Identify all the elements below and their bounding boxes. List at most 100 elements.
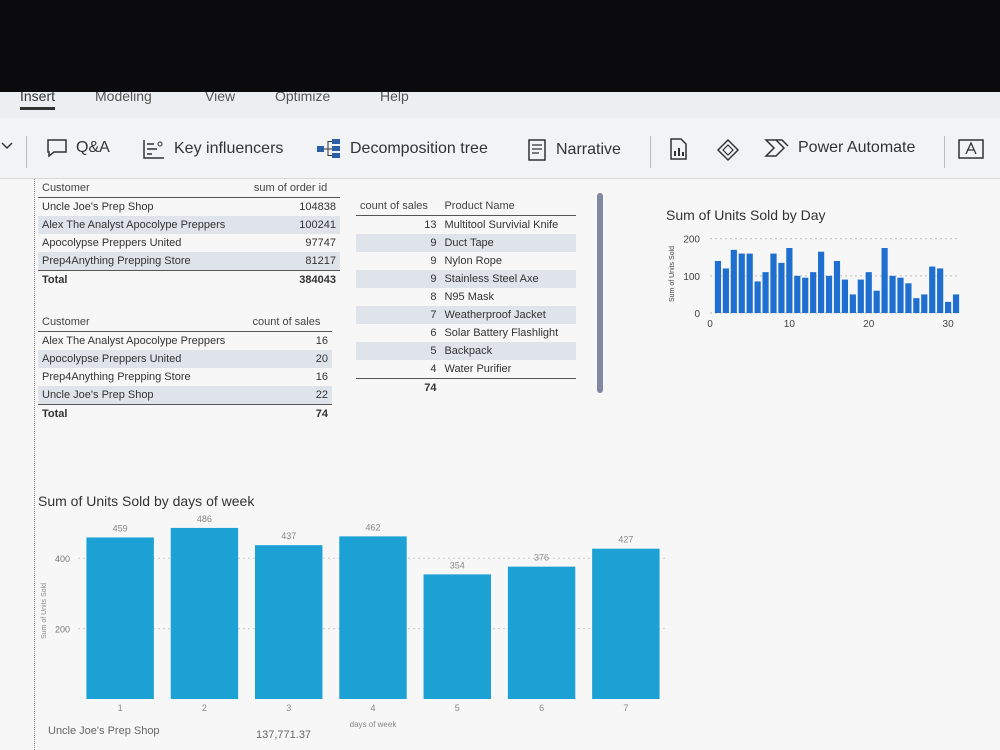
chevron-down-button[interactable] (0, 138, 14, 152)
bar (865, 272, 872, 313)
paginated-report-icon (670, 138, 687, 160)
bar (722, 268, 729, 313)
table-cell: 100241 (249, 216, 340, 234)
y-tick-label: 200 (683, 235, 700, 246)
bar (921, 294, 928, 313)
bar (592, 548, 660, 699)
power-automate-button[interactable]: Power Automate (764, 138, 915, 158)
ribbon-separator (26, 136, 27, 168)
paginated-report-button[interactable] (668, 138, 688, 160)
table-scrollbar[interactable] (597, 193, 603, 393)
narrative-button[interactable]: Narrative (526, 138, 621, 162)
ribbon-separator (944, 136, 945, 168)
bar (762, 272, 769, 313)
y-tick-label: 200 (55, 625, 70, 635)
table-cell: Multitool Survivial Knife (444, 219, 559, 231)
table-cell: 7 (356, 306, 441, 324)
table-cell: 9 (430, 255, 437, 267)
x-tick-label: 6 (539, 703, 544, 713)
table-total-label: Total (38, 270, 250, 289)
bar (897, 277, 904, 313)
tab-optimize[interactable]: Optimize (275, 92, 331, 104)
tab-view[interactable]: View (205, 92, 236, 104)
x-tick-label: 5 (455, 703, 460, 713)
decomposition-tree-button[interactable]: Decomposition tree (316, 138, 488, 160)
table-total-value: 74 (248, 404, 332, 423)
table-cell: 6 (430, 327, 437, 339)
column-header[interactable]: count of sales (248, 313, 332, 332)
x-tick-label: 30 (943, 319, 955, 330)
power-apps-button[interactable] (716, 138, 740, 162)
bar (952, 294, 960, 313)
bar (881, 248, 888, 313)
bar (423, 574, 491, 699)
bar (730, 249, 737, 313)
column-header[interactable]: Customer (38, 179, 250, 198)
bar (738, 253, 745, 313)
bar (339, 536, 407, 699)
table-total-value: 74 (356, 378, 441, 397)
tab-modeling[interactable]: Modeling (95, 92, 152, 104)
table-total-label: Total (38, 404, 249, 423)
table-cell: Backpack (440, 342, 576, 360)
table-cell: Water Purifier (444, 363, 512, 375)
table-cell: 104838 (299, 201, 336, 213)
bar (255, 545, 323, 699)
table-cell: Prep4Anything Prepping Store (38, 252, 250, 271)
table-cell: Apocolypse Preppers United (38, 350, 249, 368)
column-header[interactable]: count of sales (356, 197, 441, 216)
data-label: 459 (113, 523, 128, 533)
footer-value: 137,771.37 (256, 729, 312, 741)
bar (841, 279, 849, 313)
tab-insert[interactable]: Insert (20, 92, 56, 110)
table-cell: Apocolypse Preppers United (42, 237, 182, 249)
customer-sales-count-table: Customer count of sales Alex The Analyst… (38, 313, 332, 423)
decomposition-tree-icon (317, 139, 340, 158)
table-cell: 16 (315, 335, 328, 347)
bar (857, 279, 864, 313)
units-by-day-chart: 0 100 200 0 10 20 30 Sum of Units Sold (669, 235, 960, 330)
text-box-icon (958, 139, 984, 159)
bar (786, 248, 793, 313)
ribbon-tabs: Insert Modeling View Optimize Help (0, 92, 1000, 118)
bar (754, 281, 761, 313)
table-cell: 22 (248, 386, 332, 405)
table-cell: 9 (356, 234, 441, 252)
bar (746, 253, 753, 313)
text-box-button[interactable] (958, 138, 984, 160)
customer-order-table: Customer sum of order id Uncle Joe's Pre… (38, 179, 340, 289)
column-header[interactable]: Product Name (440, 197, 576, 216)
bar (770, 253, 777, 313)
x-tick-label: 2 (202, 703, 207, 713)
x-tick-label: 1 (118, 703, 123, 713)
x-tick-label: 20 (863, 319, 875, 330)
qna-button[interactable]: Q&A (46, 138, 110, 158)
bar (945, 301, 952, 313)
column-header[interactable]: sum of order id (249, 179, 340, 198)
bar (833, 261, 841, 313)
key-influencers-button[interactable]: Key influencers (142, 138, 283, 160)
table-cell: Prep4Anything Prepping Store (42, 371, 191, 383)
bar (86, 537, 154, 699)
x-axis-label: days of week (350, 720, 398, 729)
power-automate-icon (764, 139, 789, 157)
table-cell: Uncle Joe's Prep Shop (42, 201, 154, 213)
tab-help[interactable]: Help (380, 92, 409, 104)
column-header[interactable]: Customer (38, 313, 249, 332)
data-label: 437 (281, 531, 296, 541)
bar (825, 275, 833, 313)
bar (913, 298, 920, 313)
ribbon-toolbar: Q&A Key influencers Decomposition tree N… (0, 118, 1000, 179)
footer-customer-label: Uncle Joe's Prep Shop (48, 725, 160, 737)
y-axis-label: Sum of Units Sold (669, 246, 676, 302)
table-cell: 13 (424, 219, 437, 231)
bar (889, 275, 896, 313)
table-cell: Duct Tape (440, 234, 576, 252)
bar (810, 272, 817, 313)
page-boundary (34, 179, 35, 750)
power-apps-icon (716, 138, 740, 162)
bar (849, 294, 856, 313)
table-cell: 97747 (305, 237, 336, 249)
table-cell: N95 Mask (444, 291, 494, 303)
narrative-icon (528, 139, 546, 161)
